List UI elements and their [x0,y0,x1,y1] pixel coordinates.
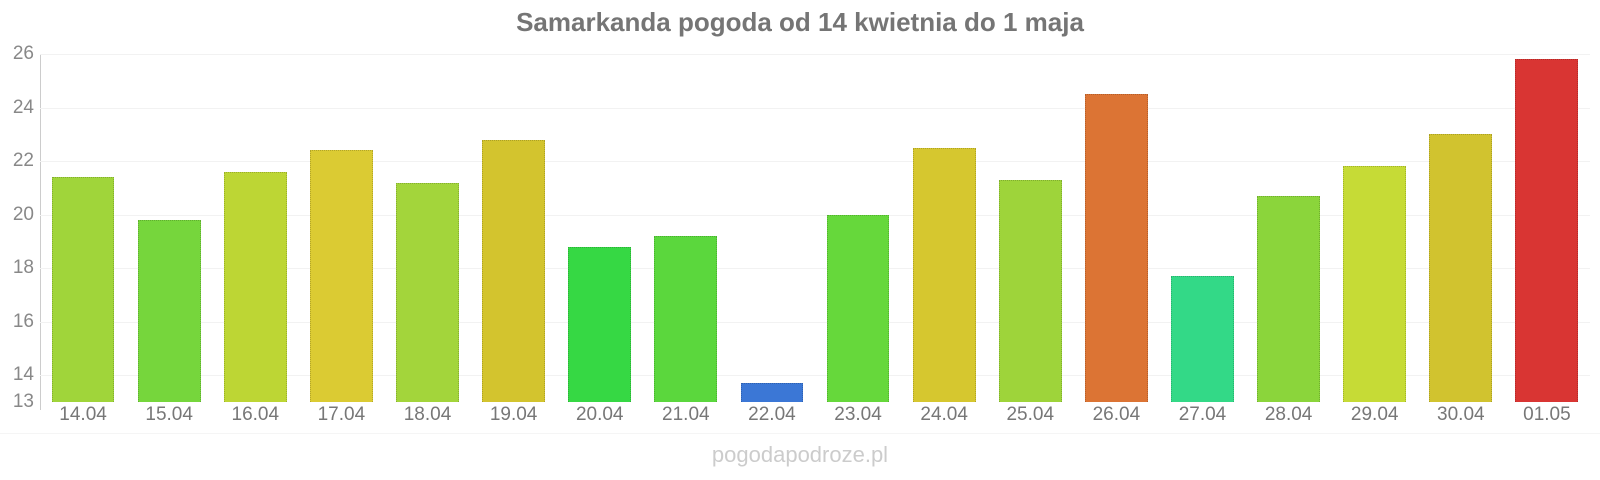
gridlines [40,54,1590,402]
bar-slot [815,54,901,402]
bar-slot [987,54,1073,402]
x-axis-labels: 14.04 15.04 16.04 17.04 18.04 19.04 20.04 21.04… [40,404,1590,426]
temperature-bar-22.04[interactable] [740,383,804,402]
bar-slot [1073,54,1159,402]
temperature-bar-27.04[interactable] [1171,276,1234,402]
y-axis: 13 14 16 18 20 22 24 26 [0,44,34,412]
x-axis-label: 20.04 [575,404,624,425]
bar-slot [901,54,987,402]
temperature-bar-15.04[interactable] [137,219,201,402]
bar-slot [1418,54,1504,402]
bar-slot [1332,54,1418,402]
temperature-bar-01.05[interactable] [1515,59,1579,402]
x-axis-label: 26.04 [1092,404,1141,425]
bar-slot [212,54,298,402]
temperature-bar-25.04[interactable] [998,179,1062,402]
y-tick-label: 14 [12,364,34,386]
temperature-bar-23.04[interactable] [826,214,890,402]
x-axis-label: 19.04 [489,404,538,425]
bar-slot [729,54,815,402]
bar-slot [298,54,384,402]
temperature-bar-17.04[interactable] [309,150,373,402]
x-axis-label: 27.04 [1178,404,1227,425]
x-axis-label: 01.05 [1523,404,1571,425]
x-axis-label: 25.04 [1006,404,1055,425]
y-tick-label: 16 [12,310,34,332]
x-axis-label: 15.04 [145,404,193,425]
temperature-bar-30.04[interactable] [1429,134,1493,402]
bar-slot [40,54,126,402]
temperature-bar-21.04[interactable] [654,236,718,402]
temperature-bar-14.04[interactable] [51,177,115,402]
x-axis-label: 30.04 [1437,404,1485,425]
y-tick-label: 22 [12,150,34,172]
temperature-bar-20.04[interactable] [568,246,632,402]
bar-slot [1246,54,1332,402]
x-axis-label: 29.04 [1350,404,1399,425]
bar-slot [126,54,212,402]
temperature-bar-19.04[interactable] [482,139,546,402]
x-axis-label: 22.04 [748,404,796,425]
y-tick-label: 26 [12,43,34,64]
footer: pogodapodroze.pl [0,433,1600,468]
watermark: pogodapodroze.pl [711,442,889,467]
bar-series [40,54,1590,402]
gridline [40,321,1590,323]
gridline [40,375,1590,377]
gridline [40,268,1590,270]
x-axis-label: 24.04 [920,404,968,425]
temperature-bar-18.04[interactable] [396,182,459,402]
x-axis-label: 21.04 [662,404,710,425]
x-axis-label: 16.04 [231,404,280,425]
gridline [40,161,1590,163]
bar-slot [1504,54,1590,402]
x-axis-label: 18.04 [403,404,452,425]
temperature-bar-28.04[interactable] [1257,195,1321,402]
y-tick-label: 18 [12,257,34,279]
x-axis-label: 14.04 [59,404,107,425]
plot-area [40,54,1590,402]
bar-slot [557,54,643,402]
bar-slot [643,54,729,402]
gridline [40,54,1590,55]
gridline [40,107,1590,109]
y-axis-line [40,54,41,410]
bar-slot [1159,54,1245,402]
x-axis-label: 28.04 [1264,404,1313,425]
x-axis-label: 17.04 [317,404,366,425]
gridline [40,214,1590,216]
temperature-bar-24.04[interactable] [912,147,976,402]
y-tick-label: 24 [12,96,34,118]
bar-slot [471,54,557,402]
temperature-bar-26.04[interactable] [1084,94,1148,402]
chart-title: Samarkanda pogoda od 14 kwietnia do 1 ma… [516,7,1084,37]
y-tick-label: 13 [12,391,34,412]
bar-slot [384,54,470,402]
temperature-bar-16.04[interactable] [223,171,287,402]
x-axis-label: 23.04 [834,404,882,425]
temperature-bar-29.04[interactable] [1343,166,1407,402]
y-tick-label: 20 [12,203,34,225]
